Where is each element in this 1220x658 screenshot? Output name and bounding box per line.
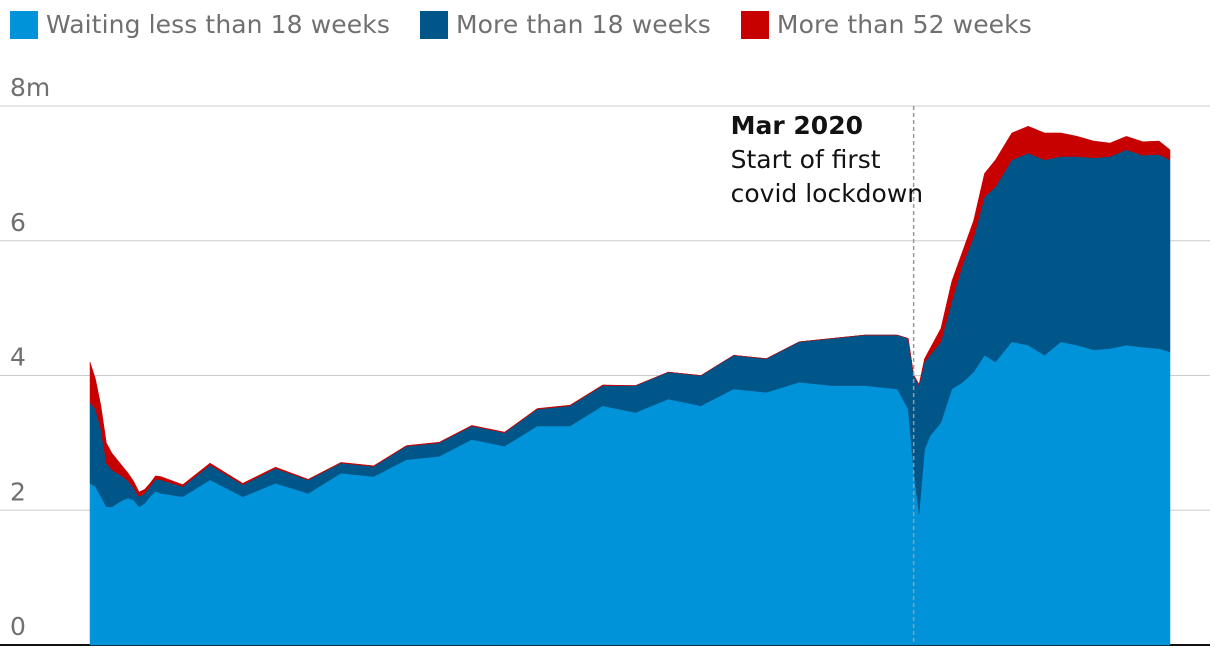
legend-swatch-over-52-weeks — [740, 10, 769, 39]
annotation-title: Mar 2020 — [731, 111, 863, 140]
annotation-group: Mar 2020 Start of first covid lockdown — [731, 106, 924, 645]
legend-swatch-under-18-weeks — [10, 10, 38, 39]
legend-item-under-18-weeks: Waiting less than 18 weeks — [10, 10, 390, 39]
annotation-line-2: covid lockdown — [731, 179, 924, 208]
legend-item-over-18-weeks: More than 18 weeks — [419, 10, 711, 39]
area-over-52-weeks — [89, 125, 1171, 498]
legend-item-over-52-weeks: More than 52 weeks — [740, 10, 1032, 39]
y-tick-label-8: 8m — [10, 73, 50, 102]
y-tick-label-2: 2 — [10, 477, 26, 506]
y-tick-label-4: 4 — [10, 343, 26, 372]
legend: Waiting less than 18 weeks More than 18 … — [10, 10, 1062, 39]
legend-label-under-18-weeks: Waiting less than 18 weeks — [46, 10, 390, 39]
y-tick-label-6: 6 — [10, 208, 26, 237]
area-series-group — [89, 125, 1171, 646]
legend-label-over-18-weeks: More than 18 weeks — [455, 10, 711, 39]
legend-swatch-over-18-weeks — [419, 10, 448, 39]
legend-label-over-52-weeks: More than 52 weeks — [776, 10, 1032, 39]
y-axis-ticks: 0 2 4 6 8m — [10, 73, 50, 641]
annotation-line-1: Start of first — [731, 145, 881, 174]
y-tick-label-0: 0 — [10, 612, 26, 641]
